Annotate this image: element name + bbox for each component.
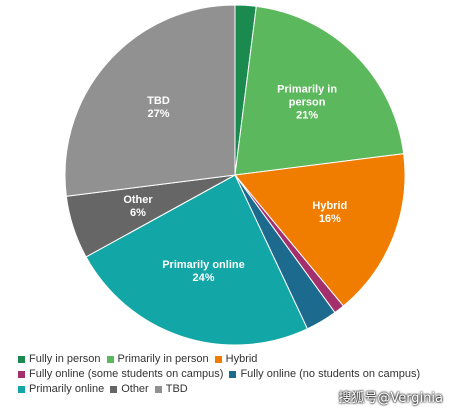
legend-swatch: [110, 386, 118, 393]
legend-swatch: [229, 371, 237, 378]
legend-label: Fully online (no students on campus): [240, 368, 421, 380]
legend-swatch: [18, 356, 25, 363]
slice-value: 27%: [147, 107, 170, 120]
pie-slice: [85, 174, 309, 345]
legend-label: Fully in person: [29, 353, 101, 365]
legend-label: Primarily online: [29, 383, 105, 395]
legend-swatch: [154, 386, 162, 393]
slice-name: TBD: [147, 94, 170, 107]
legend-label: Hybrid: [225, 353, 258, 365]
slice-label: Hybrid 16%: [288, 200, 372, 226]
legend-item: Primarily online: [18, 382, 104, 397]
legend-label: Fully online (some students on campus): [29, 368, 224, 380]
legend-item: Fully in person: [18, 352, 101, 367]
pie-area: [64, 4, 406, 345]
legend-label: Other: [121, 383, 149, 395]
pie-slice: [234, 5, 405, 176]
slice-name: Hybrid: [312, 199, 348, 212]
slice-label: TBD 27%: [116, 95, 200, 121]
legend-swatch: [214, 356, 222, 363]
legend-swatch: [18, 371, 25, 378]
legend-swatch: [18, 386, 25, 393]
pie-slice: [234, 153, 406, 307]
slice-label: Primarily online 24%: [161, 259, 245, 285]
legend-item: Other: [110, 382, 149, 397]
legend-item: Fully online (some students on campus): [18, 367, 223, 382]
legend-label: TBD: [165, 383, 188, 395]
legend-item: Primarily in person: [106, 352, 209, 367]
slice-label: Primarily in person 21%: [265, 83, 349, 122]
legend-item: Fully online (no students on campus): [229, 367, 420, 382]
slice-value: 16%: [318, 212, 341, 225]
pie-slice: [64, 4, 236, 197]
slice-name: Other: [123, 193, 153, 206]
slice-value: 24%: [192, 272, 215, 284]
legend-item: Hybrid: [214, 352, 258, 367]
slice-value: 6%: [130, 206, 146, 219]
legend: Fully in person Primarily in person Hybrid…: [18, 352, 448, 397]
slice-name: Primarily in person: [277, 83, 338, 109]
legend-item: TBD: [154, 382, 188, 397]
legend-swatch: [106, 356, 114, 363]
legend-label: Primarily in person: [117, 353, 209, 365]
slice-name: Primarily online: [162, 259, 245, 271]
watermark: 搜狐号@Verginia: [338, 391, 443, 406]
slice-value: 21%: [296, 109, 319, 122]
slice-label: Other 6%: [96, 194, 180, 220]
